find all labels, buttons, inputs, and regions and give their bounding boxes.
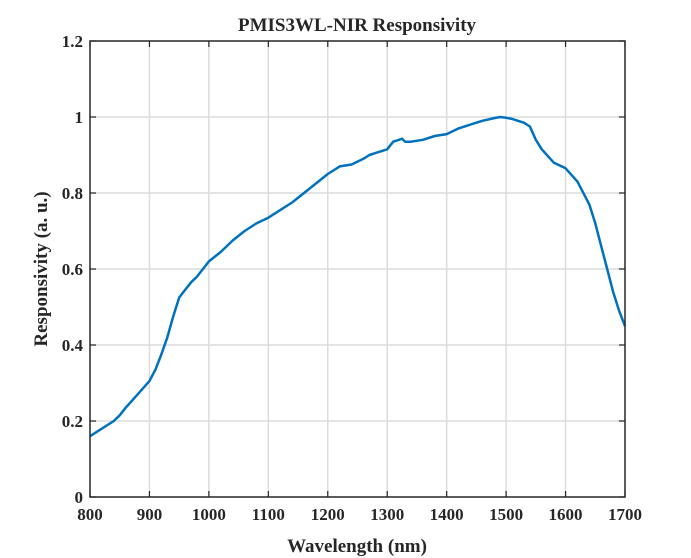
x-tick-label: 800 <box>77 505 103 524</box>
x-tick-label: 900 <box>137 505 163 524</box>
chart-title: PMIS3WL-NIR Responsivity <box>238 15 477 36</box>
y-tick-label: 0.4 <box>62 336 84 355</box>
x-tick-label: 1400 <box>430 505 464 524</box>
x-tick-labels: 800 900 1000 1100 1200 1300 1400 1500 1600 1700 <box>77 505 642 524</box>
x-tick-label: 1300 <box>370 505 404 524</box>
y-tick-label: 1 <box>75 108 84 127</box>
y-tick-label: 0.8 <box>62 184 83 203</box>
grid-lines <box>90 41 625 497</box>
y-tick-label: 0.2 <box>62 412 83 431</box>
x-tick-label: 1100 <box>252 505 285 524</box>
y-axis-label: Responsivity (a. u.) <box>31 191 52 346</box>
responsivity-curve <box>89 115 627 438</box>
x-axis-label: Wavelength (nm) <box>287 536 427 557</box>
y-tick-label: 0.6 <box>62 260 83 279</box>
x-tick-label: 1700 <box>608 505 642 524</box>
y-tick-label: 0 <box>75 488 84 507</box>
y-tick-labels: 0 0.2 0.4 0.6 0.8 1 1.2 <box>62 32 84 507</box>
x-tick-label: 1500 <box>489 505 523 524</box>
axis-ticks <box>89 40 626 498</box>
x-tick-label: 1200 <box>311 505 345 524</box>
y-tick-label: 1.2 <box>62 32 83 51</box>
x-tick-label: 1600 <box>549 505 583 524</box>
x-tick-label: 1000 <box>192 505 226 524</box>
